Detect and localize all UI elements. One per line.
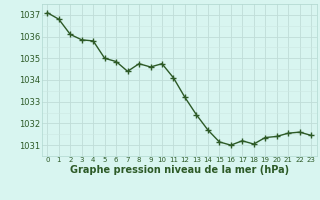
X-axis label: Graphe pression niveau de la mer (hPa): Graphe pression niveau de la mer (hPa) [70,165,289,175]
